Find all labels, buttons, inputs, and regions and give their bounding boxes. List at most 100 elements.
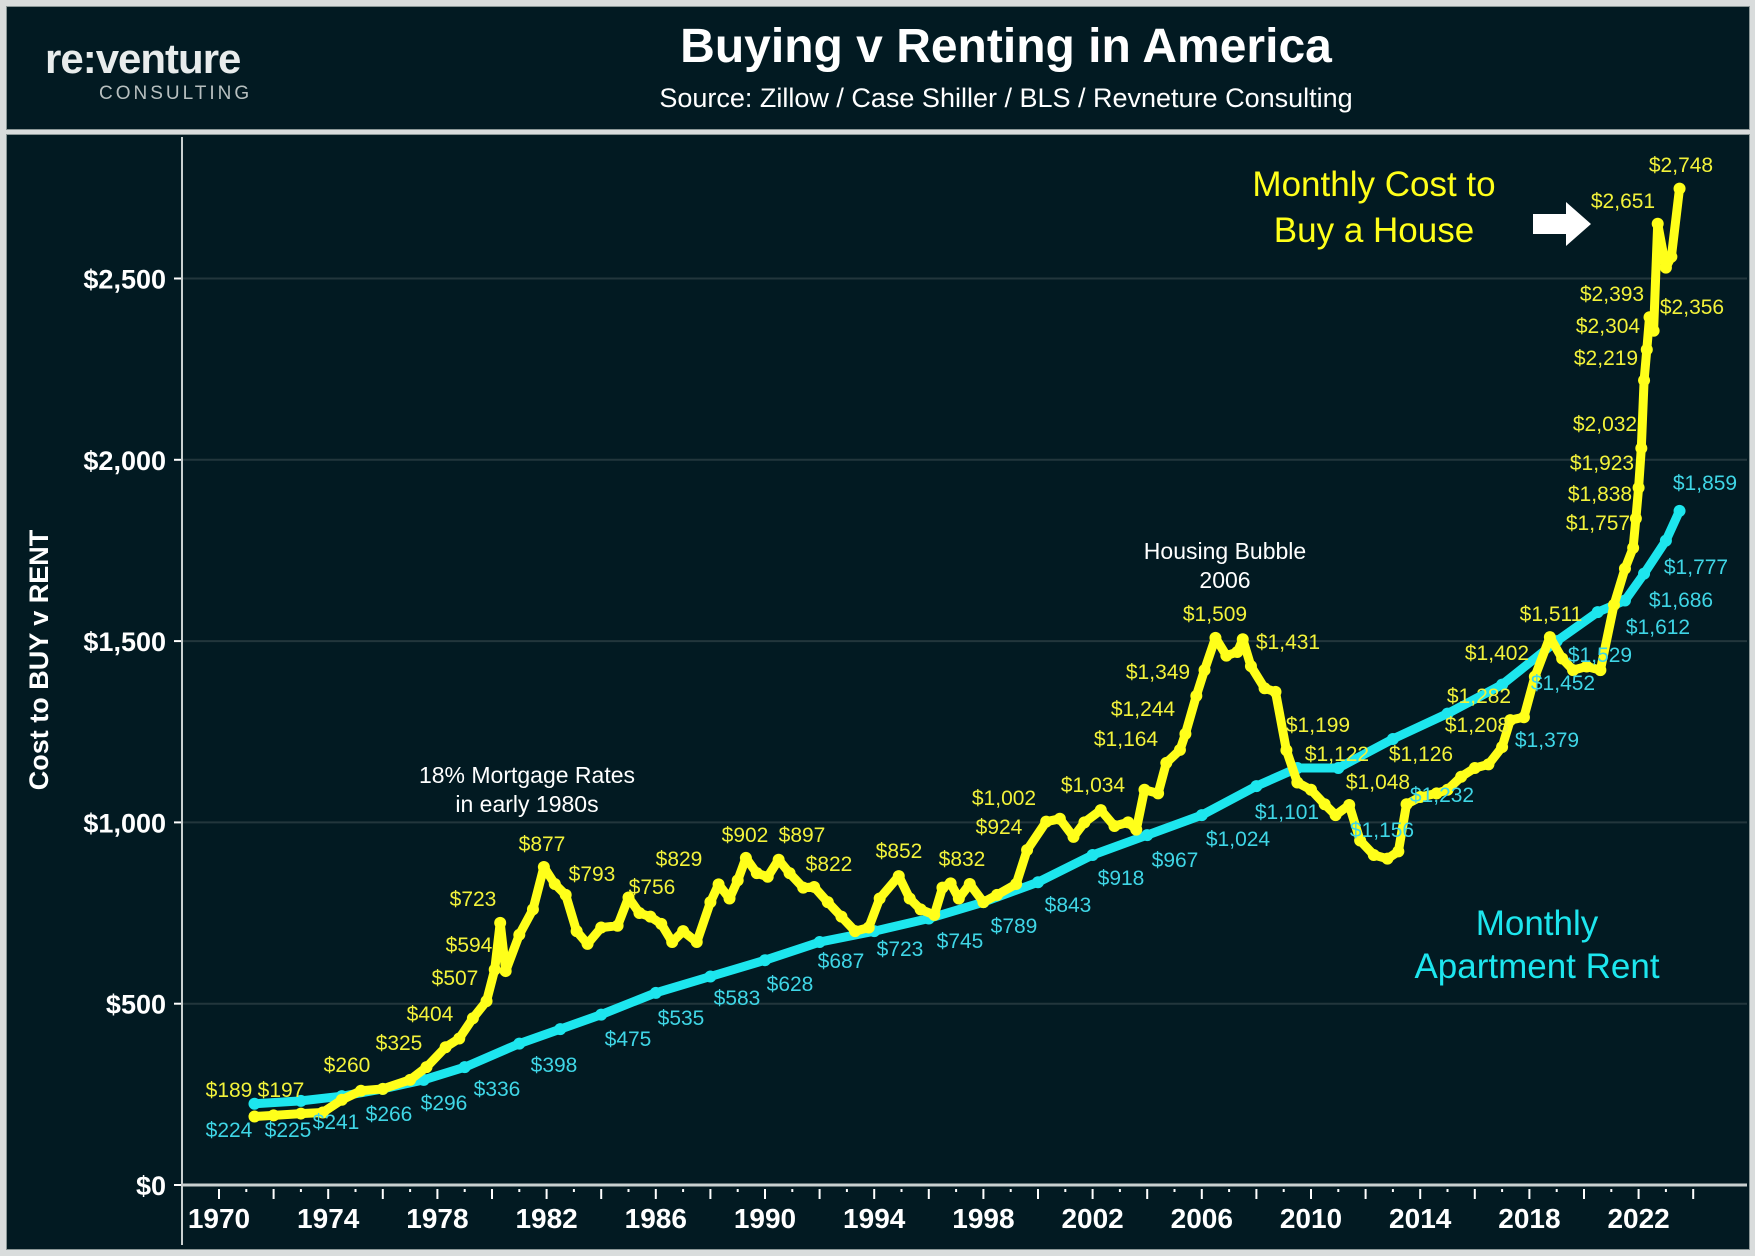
buy-point xyxy=(1067,830,1080,843)
buy-point xyxy=(1269,685,1282,698)
buy-point xyxy=(1173,743,1186,756)
buy-data-label: $2,219 xyxy=(1574,347,1638,370)
rent-point xyxy=(595,1008,608,1021)
buy-point xyxy=(963,878,976,891)
buy-point xyxy=(944,877,957,890)
buy-data-label: $2,748 xyxy=(1649,154,1713,177)
buy-point xyxy=(1122,816,1135,829)
buy-point xyxy=(928,908,941,921)
buy-point xyxy=(892,870,905,883)
buy-point xyxy=(1220,649,1233,662)
buy-data-label: $1,164 xyxy=(1094,728,1159,751)
buy-data-label: $2,393 xyxy=(1580,283,1644,306)
buy-point xyxy=(595,921,608,934)
rent-data-label: $535 xyxy=(658,1007,705,1030)
y-tick-label: $2,500 xyxy=(83,265,166,295)
buy-data-label: $924 xyxy=(976,816,1023,839)
rent-data-label: $1,379 xyxy=(1515,729,1579,752)
buy-point xyxy=(1291,776,1304,789)
buy-point xyxy=(1329,809,1342,822)
x-tick-label: 1986 xyxy=(625,1203,687,1234)
buy-point xyxy=(404,1073,417,1086)
mortgage-rates-annotation: 18% Mortgage Rates xyxy=(419,762,635,788)
buy-point xyxy=(797,881,810,894)
buy-point xyxy=(581,937,594,950)
buy-point xyxy=(466,1012,479,1025)
buy-point xyxy=(1021,843,1034,856)
rent-point xyxy=(1441,707,1454,720)
rent-point xyxy=(1086,849,1099,862)
buy-data-label: $902 xyxy=(722,824,769,847)
rent-data-label: $1,024 xyxy=(1206,828,1271,851)
buy-point xyxy=(712,878,725,891)
buy-point xyxy=(494,916,507,929)
buy-point xyxy=(655,917,668,930)
rent-data-label: $266 xyxy=(366,1103,413,1126)
x-tick-label: 1978 xyxy=(406,1203,468,1234)
buy-point xyxy=(622,891,635,904)
rent-data-label: $789 xyxy=(991,915,1038,938)
rent-data-label: $1,452 xyxy=(1531,672,1595,695)
buy-data-label: $1,048 xyxy=(1346,771,1410,794)
housing-bubble-annotation: Housing Bubble xyxy=(1144,538,1306,564)
rent-data-label: $967 xyxy=(1152,849,1199,872)
rent-data-label: $1,529 xyxy=(1568,644,1632,667)
buy-point xyxy=(952,892,965,905)
buy-point xyxy=(537,860,550,873)
x-tick-label: 2006 xyxy=(1171,1203,1233,1234)
rent-data-label: $296 xyxy=(421,1092,468,1115)
buy-data-label: $2,651 xyxy=(1591,190,1655,213)
buy-data-label: $1,199 xyxy=(1286,714,1350,737)
buy-point xyxy=(1400,798,1413,811)
y-tick-label: $0 xyxy=(136,1171,166,1201)
rent-point xyxy=(1195,809,1208,822)
rent-data-label: $224 xyxy=(206,1119,253,1142)
rent-point xyxy=(248,1097,261,1110)
buy-point xyxy=(723,892,736,905)
buy-point xyxy=(633,907,646,920)
buy-point xyxy=(835,910,848,923)
rent-point xyxy=(458,1061,471,1074)
buy-point xyxy=(439,1041,452,1054)
buy-point xyxy=(1638,374,1651,387)
buy-point xyxy=(772,853,785,866)
buy-point xyxy=(1629,512,1642,525)
rent-point xyxy=(294,1094,307,1107)
buy-point xyxy=(1367,849,1380,862)
rent-data-label: $1,777 xyxy=(1664,556,1728,579)
buy-point xyxy=(1160,756,1173,769)
buy-point xyxy=(1543,631,1556,644)
housing-bubble-annotation: 2006 xyxy=(1199,567,1250,593)
buy-point xyxy=(1635,442,1648,455)
buy-point xyxy=(1482,758,1495,771)
buy-point xyxy=(761,870,774,883)
rent-data-label: $1,686 xyxy=(1649,589,1713,612)
rent-point xyxy=(1386,733,1399,746)
buy-data-label: $1,838 xyxy=(1568,483,1632,506)
rent-series-annotation: Apartment Rent xyxy=(1414,947,1659,986)
rent-point xyxy=(1141,829,1154,842)
buy-point xyxy=(704,896,717,909)
buy-point xyxy=(1318,798,1331,811)
buy-point xyxy=(873,892,886,905)
y-tick-label: $2,000 xyxy=(83,446,166,476)
buy-series-annotation: Monthly Cost to xyxy=(1252,165,1495,204)
x-tick-label: 1982 xyxy=(515,1203,577,1234)
buy-data-label: $594 xyxy=(446,934,493,957)
buy-point xyxy=(808,880,821,893)
rent-data-label: $1,232 xyxy=(1410,784,1474,807)
buy-point xyxy=(644,910,657,923)
buy-point xyxy=(1580,660,1593,673)
rent-data-label: $745 xyxy=(937,930,984,953)
y-axis-title: Cost to BUY v RENT xyxy=(24,529,54,790)
logo-subtext: CONSULTING xyxy=(99,83,253,104)
buy-point xyxy=(1441,783,1454,796)
buy-point xyxy=(1231,645,1244,658)
buy-point xyxy=(1556,652,1569,665)
buy-point xyxy=(1594,664,1607,677)
buy-point xyxy=(1209,631,1222,644)
buy-point xyxy=(1236,633,1249,646)
rent-point xyxy=(1032,876,1044,889)
buy-point xyxy=(1258,682,1271,695)
rent-point xyxy=(759,954,771,967)
